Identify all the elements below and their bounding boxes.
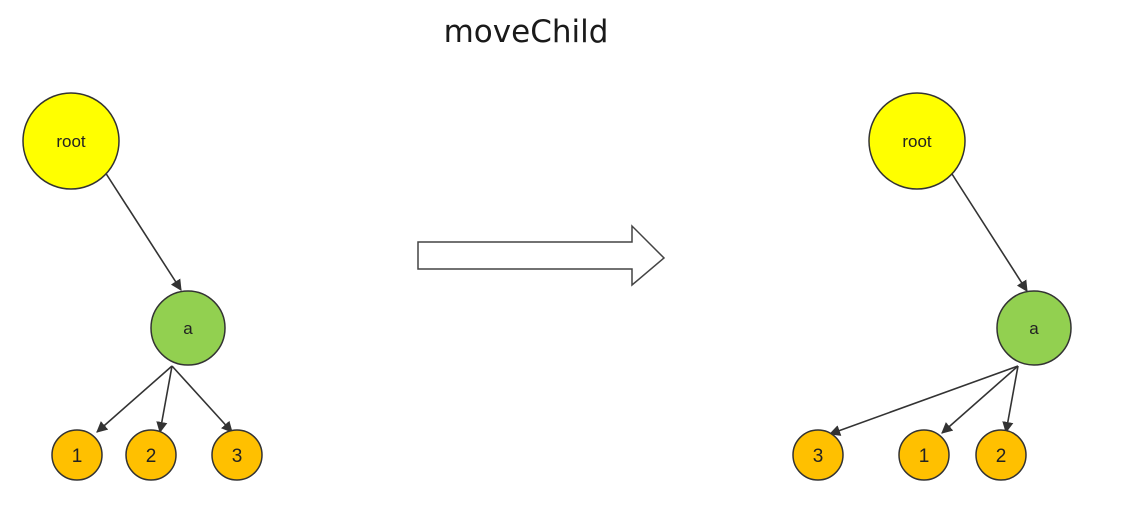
child-node: 1 — [51, 429, 103, 481]
child-node: 3 — [792, 429, 844, 481]
child-node-label: 2 — [146, 446, 157, 467]
edge-a-child-2 — [1002, 365, 1019, 434]
a-node: a — [150, 290, 226, 366]
edge-a-child-2 — [156, 365, 173, 434]
child-node: 1 — [898, 429, 950, 481]
transform-arrow-icon — [417, 224, 666, 287]
a-node-label: a — [1029, 319, 1039, 338]
a-node: a — [996, 290, 1072, 366]
child-node-label: 3 — [232, 446, 243, 467]
edge-root-a — [951, 173, 1028, 292]
root-node: root — [868, 92, 966, 190]
child-node-label: 1 — [919, 446, 930, 467]
edge-root-a — [104, 171, 182, 291]
root-node: root — [22, 92, 120, 190]
tree-after: root a 3 1 2 — [792, 92, 1072, 481]
child-node-label: 3 — [813, 446, 824, 467]
edge-a-child-3 — [171, 365, 233, 433]
child-node-label: 1 — [72, 446, 83, 467]
edge-a-child-3 — [828, 365, 1019, 436]
tree-before: root a 1 2 3 — [22, 92, 263, 481]
diagram-title: moveChild — [443, 14, 609, 50]
edge-a-child-1 — [96, 365, 173, 433]
child-node: 3 — [211, 429, 263, 481]
edge-a-child-1 — [941, 365, 1019, 434]
child-node-label: 2 — [996, 446, 1007, 467]
child-node: 2 — [125, 429, 177, 481]
a-node-label: a — [183, 319, 193, 338]
root-node-label: root — [902, 132, 932, 151]
child-node: 2 — [975, 429, 1027, 481]
root-node-label: root — [56, 132, 86, 151]
